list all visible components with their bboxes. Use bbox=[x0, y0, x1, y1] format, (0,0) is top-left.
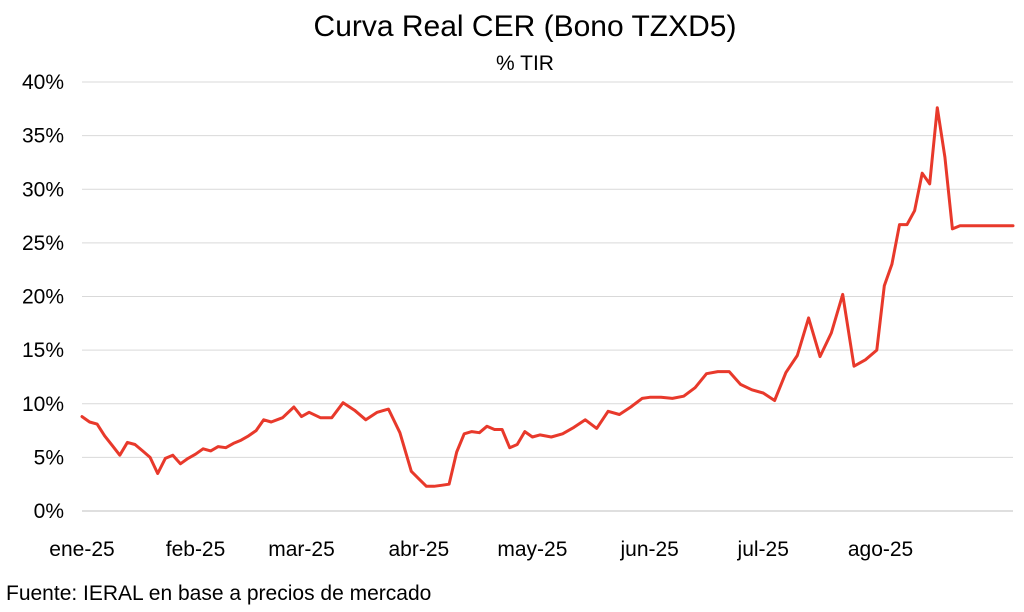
chart-title: Curva Real CER (Bono TZXD5) bbox=[314, 10, 737, 43]
y-tick-label: 10% bbox=[22, 393, 64, 416]
y-tick-label: 20% bbox=[22, 286, 64, 309]
x-tick-label: jul-25 bbox=[737, 538, 789, 561]
series-line-0 bbox=[80, 106, 1015, 488]
x-tick-label: ene-25 bbox=[49, 538, 114, 561]
y-tick-label: 0% bbox=[34, 500, 64, 523]
y-tick-label: 5% bbox=[34, 446, 64, 469]
source-note: Fuente: IERAL en base a precios de merca… bbox=[6, 582, 431, 605]
chart-subtitle: % TIR bbox=[496, 52, 554, 75]
y-tick-label: 35% bbox=[22, 125, 64, 148]
x-tick-label: ago-25 bbox=[848, 538, 913, 561]
gridlines bbox=[82, 81, 1013, 512]
x-tick-label: jun-25 bbox=[619, 538, 678, 561]
x-tick-label: abr-25 bbox=[388, 538, 449, 561]
x-tick-label: mar-25 bbox=[268, 538, 335, 561]
x-tick-label: feb-25 bbox=[166, 538, 226, 561]
y-tick-label: 15% bbox=[22, 339, 64, 362]
y-axis-ticks: 0% 5% 10% 15% 20% 25% 30% 35% 40% bbox=[22, 71, 64, 523]
y-tick-label: 30% bbox=[22, 178, 64, 201]
y-tick-label: 25% bbox=[22, 232, 64, 255]
x-axis-ticks: ene-25 feb-25 mar-25 abr-25 may-25 jun-25 jul-… bbox=[49, 538, 913, 561]
y-tick-label: 40% bbox=[22, 71, 64, 94]
series-group bbox=[80, 106, 1015, 488]
x-tick-label: may-25 bbox=[497, 538, 567, 561]
